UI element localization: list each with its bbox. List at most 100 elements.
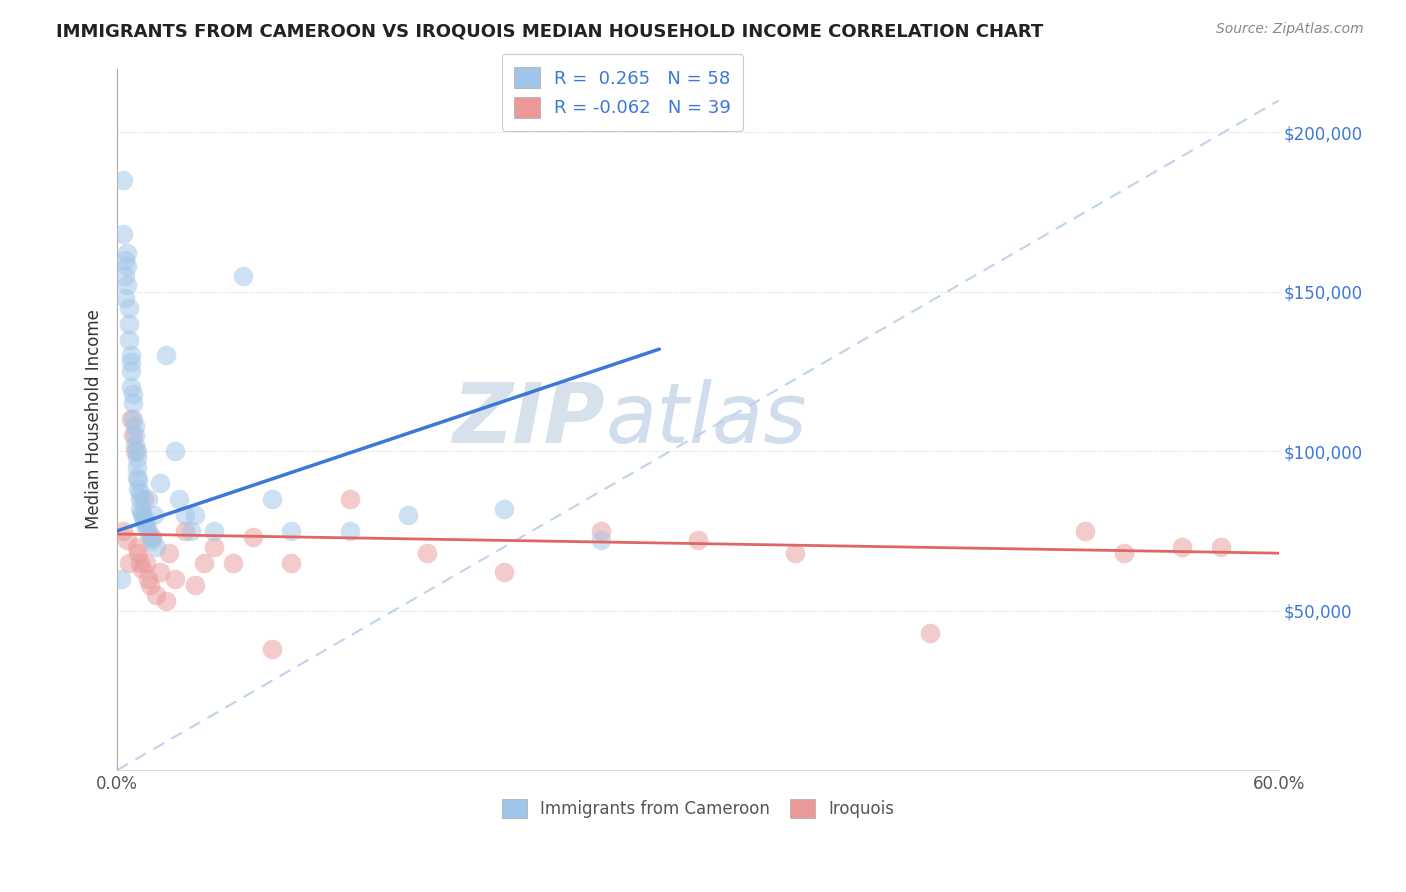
- Point: [124, 418, 146, 433]
- Point: [155, 594, 177, 608]
- Point: [115, 533, 138, 548]
- Point: [131, 562, 153, 576]
- Point: [262, 641, 284, 656]
- Point: [1112, 546, 1135, 560]
- Point: [124, 444, 146, 458]
- Point: [280, 556, 302, 570]
- Point: [165, 444, 187, 458]
- Point: [121, 386, 143, 401]
- Point: [136, 491, 159, 506]
- Point: [183, 578, 205, 592]
- Point: [1209, 540, 1232, 554]
- Text: ZIP: ZIP: [453, 379, 605, 459]
- Point: [202, 524, 225, 538]
- Point: [920, 626, 942, 640]
- Point: [125, 469, 148, 483]
- Point: [262, 491, 284, 506]
- Point: [118, 556, 141, 570]
- Text: atlas: atlas: [605, 379, 807, 459]
- Point: [1074, 524, 1097, 538]
- Point: [149, 566, 172, 580]
- Point: [180, 524, 202, 538]
- Point: [120, 355, 142, 369]
- Point: [129, 556, 152, 570]
- Point: [165, 572, 187, 586]
- Point: [134, 511, 156, 525]
- Text: IMMIGRANTS FROM CAMEROON VS IROQUOIS MEDIAN HOUSEHOLD INCOME CORRELATION CHART: IMMIGRANTS FROM CAMEROON VS IROQUOIS MED…: [56, 22, 1043, 40]
- Point: [111, 524, 134, 538]
- Point: [149, 476, 172, 491]
- Point: [125, 460, 148, 475]
- Point: [124, 428, 146, 442]
- Point: [416, 546, 439, 560]
- Point: [155, 349, 177, 363]
- Point: [120, 349, 142, 363]
- Point: [139, 530, 162, 544]
- Point: [127, 483, 149, 497]
- Point: [129, 485, 152, 500]
- Point: [110, 572, 132, 586]
- Point: [193, 556, 215, 570]
- Point: [145, 588, 167, 602]
- Point: [111, 173, 134, 187]
- Point: [339, 491, 361, 506]
- Point: [1171, 540, 1194, 554]
- Point: [591, 533, 613, 548]
- Point: [125, 444, 148, 458]
- Point: [339, 524, 361, 538]
- Point: [118, 317, 141, 331]
- Point: [494, 501, 516, 516]
- Point: [222, 556, 245, 570]
- Point: [120, 364, 142, 378]
- Point: [121, 412, 143, 426]
- Point: [396, 508, 419, 522]
- Point: [131, 505, 153, 519]
- Point: [242, 530, 264, 544]
- Point: [136, 572, 159, 586]
- Point: [120, 380, 142, 394]
- Text: Source: ZipAtlas.com: Source: ZipAtlas.com: [1216, 22, 1364, 37]
- Point: [114, 252, 136, 267]
- Point: [183, 508, 205, 522]
- Point: [114, 291, 136, 305]
- Point: [111, 227, 134, 242]
- Point: [120, 412, 142, 426]
- Point: [174, 524, 197, 538]
- Point: [141, 530, 163, 544]
- Point: [232, 268, 254, 283]
- Point: [280, 524, 302, 538]
- Point: [114, 268, 136, 283]
- Point: [118, 301, 141, 315]
- Point: [121, 396, 143, 410]
- Point: [167, 491, 190, 506]
- Point: [115, 278, 138, 293]
- Point: [783, 546, 806, 560]
- Point: [134, 491, 156, 506]
- Point: [125, 450, 148, 465]
- Point: [143, 508, 166, 522]
- Point: [131, 508, 153, 522]
- Point: [135, 556, 157, 570]
- Point: [115, 246, 138, 260]
- Point: [129, 491, 152, 506]
- Y-axis label: Median Household Income: Median Household Income: [86, 310, 103, 529]
- Point: [127, 473, 149, 487]
- Point: [125, 540, 148, 554]
- Point: [124, 438, 146, 452]
- Point: [127, 546, 149, 560]
- Point: [141, 533, 163, 548]
- Point: [159, 546, 181, 560]
- Point: [118, 333, 141, 347]
- Point: [591, 524, 613, 538]
- Point: [115, 259, 138, 273]
- Point: [202, 540, 225, 554]
- Point: [121, 428, 143, 442]
- Point: [136, 524, 159, 538]
- Point: [135, 517, 157, 532]
- Point: [129, 501, 152, 516]
- Point: [139, 578, 162, 592]
- Point: [134, 514, 156, 528]
- Point: [174, 508, 197, 522]
- Point: [145, 540, 167, 554]
- Point: [494, 566, 516, 580]
